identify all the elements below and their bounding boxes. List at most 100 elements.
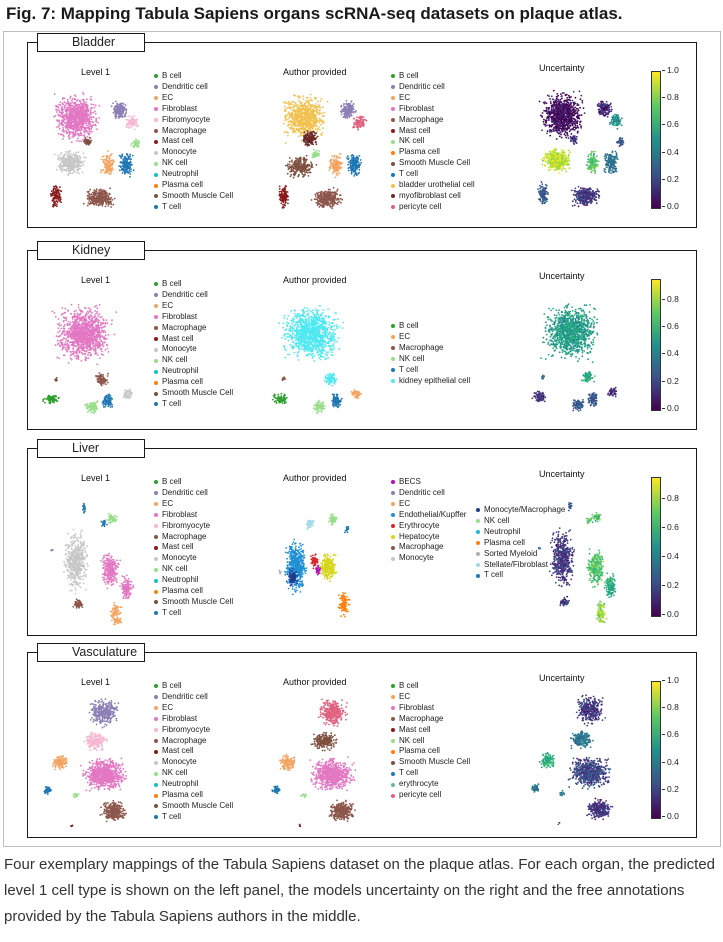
legend-marker <box>391 684 395 689</box>
legend-marker <box>154 326 158 331</box>
legend-marker <box>154 513 158 518</box>
legend-marker <box>391 502 395 507</box>
legend-marker <box>154 728 158 733</box>
colorbar-tick: 0.2 <box>662 580 679 590</box>
legend-label: Macrophage <box>399 714 443 725</box>
legend-label: Smooth Muscle Cell <box>399 757 470 768</box>
legend-marker <box>391 793 395 798</box>
legend-label: B cell <box>162 681 182 692</box>
figure-caption: Four exemplary mappings of the Tabula Sa… <box>4 852 716 930</box>
legend-item: BECS <box>391 477 466 488</box>
legend-label: Monocyte <box>162 757 197 768</box>
legend-item: Fibroblast <box>154 104 233 115</box>
legend-item: T cell <box>154 812 233 823</box>
legend-marker <box>154 589 158 594</box>
legend-marker <box>391 74 395 79</box>
legend-label: bladder urothelial cell <box>399 180 475 191</box>
legend-label: T cell <box>162 812 181 823</box>
legend-item: Neutrophil <box>154 366 233 377</box>
legend-item: Mast cell <box>154 136 233 147</box>
legend-item: EC <box>391 692 470 703</box>
colorbar-tick: 0.0 <box>662 403 679 413</box>
umap-author <box>272 304 362 415</box>
colorbar-tick: 0.4 <box>662 147 679 157</box>
legend-label: Dendritic cell <box>399 82 445 93</box>
legend-marker <box>391 183 395 188</box>
legend-item: Monocyte <box>154 344 233 355</box>
legend-label: Macrophage <box>162 126 206 137</box>
legend-item: Monocyte <box>154 553 233 564</box>
legend-marker <box>391 545 395 550</box>
legend-label: Plasma cell <box>399 147 440 158</box>
colorbar-tick: 0.4 <box>662 348 679 358</box>
legend-item: Plasma cell <box>391 147 475 158</box>
legend-marker <box>154 282 158 287</box>
legend: B cell Dendritic cell EC Fibroblast Fibromyo… <box>154 71 233 213</box>
umap-uncertainty <box>531 303 618 412</box>
legend-marker <box>154 150 158 155</box>
legend-item: B cell <box>391 681 470 692</box>
legend-item: Plasma cell <box>154 586 233 597</box>
legend-label: Sorted Myeloid <box>484 549 537 560</box>
legend-marker <box>391 161 395 166</box>
umap-author <box>271 698 357 827</box>
legend-item: Mast cell <box>154 334 233 345</box>
legend-marker <box>476 562 480 567</box>
legend-item: Fibroblast <box>391 703 470 714</box>
legend-marker <box>391 118 395 123</box>
legend-item: Mast cell <box>391 126 475 137</box>
colorbar-tick: 0.0 <box>662 811 679 821</box>
legend-label: T cell <box>484 570 503 581</box>
legend-marker <box>391 749 395 754</box>
legend-marker <box>154 502 158 507</box>
legend-item: Dendritic cell <box>391 82 475 93</box>
legend-item: Fibromyocyte <box>154 725 233 736</box>
legend-marker <box>154 749 158 754</box>
legend-item: T cell <box>154 202 233 213</box>
legend-label: Neutrophil <box>484 527 520 538</box>
colorbar-tick: 0.6 <box>662 119 679 129</box>
legend-marker <box>391 368 395 373</box>
legend-label: EC <box>399 692 410 703</box>
legend-marker <box>391 85 395 90</box>
legend: B cell Dendritic cell EC Fibroblast Fibromyo… <box>154 477 233 619</box>
legend-marker <box>154 556 158 561</box>
legend-item: T cell <box>391 365 470 376</box>
legend-marker <box>154 369 158 374</box>
legend-item: Hepatocyte <box>391 532 466 543</box>
legend-item: Fibroblast <box>391 104 475 115</box>
umap-uncertainty <box>537 502 617 623</box>
legend-label: Fibromyocyte <box>162 521 210 532</box>
legend-marker <box>391 324 395 329</box>
uncertainty-colorbar <box>651 477 661 617</box>
legend-marker <box>391 782 395 787</box>
legend-item: B cell <box>391 71 475 82</box>
author-title: Author provided <box>283 275 347 285</box>
legend-item: EC <box>154 93 233 104</box>
legend-marker <box>154 358 158 363</box>
level1-title: Level 1 <box>81 275 110 285</box>
legend-label: Monocyte <box>399 553 434 564</box>
legend-item: NK cell <box>154 355 233 366</box>
colorbar-tick: 0.8 <box>662 294 679 304</box>
legend-marker <box>154 304 158 309</box>
legend-marker <box>476 519 480 524</box>
legend-label: Macrophage <box>399 343 443 354</box>
legend-label: Mast cell <box>399 126 431 137</box>
legend-label: Smooth Muscle Cell <box>162 191 233 202</box>
legend-item: B cell <box>154 681 233 692</box>
legend-item: Plasma cell <box>391 746 470 757</box>
legend-item: Plasma cell <box>154 790 233 801</box>
panel-kidney: Kidney Level 1 Author provided Uncertainty B… <box>27 241 697 430</box>
legend-marker <box>154 578 158 583</box>
legend-item: Macrophage <box>154 736 233 747</box>
legend-label: B cell <box>162 279 182 290</box>
legend-item: myofibroblast cell <box>391 191 475 202</box>
legend-item: pericyte cell <box>391 790 470 801</box>
legend-marker <box>154 402 158 407</box>
legend-item: Macrophage <box>154 532 233 543</box>
legend: BECS Dendritic cell EC Endothelial/Kupffer E… <box>391 477 466 564</box>
legend-item: Monocyte/Macrophage <box>476 505 565 516</box>
legend-label: Hepatocyte <box>399 532 439 543</box>
umap-level1 <box>43 698 127 827</box>
